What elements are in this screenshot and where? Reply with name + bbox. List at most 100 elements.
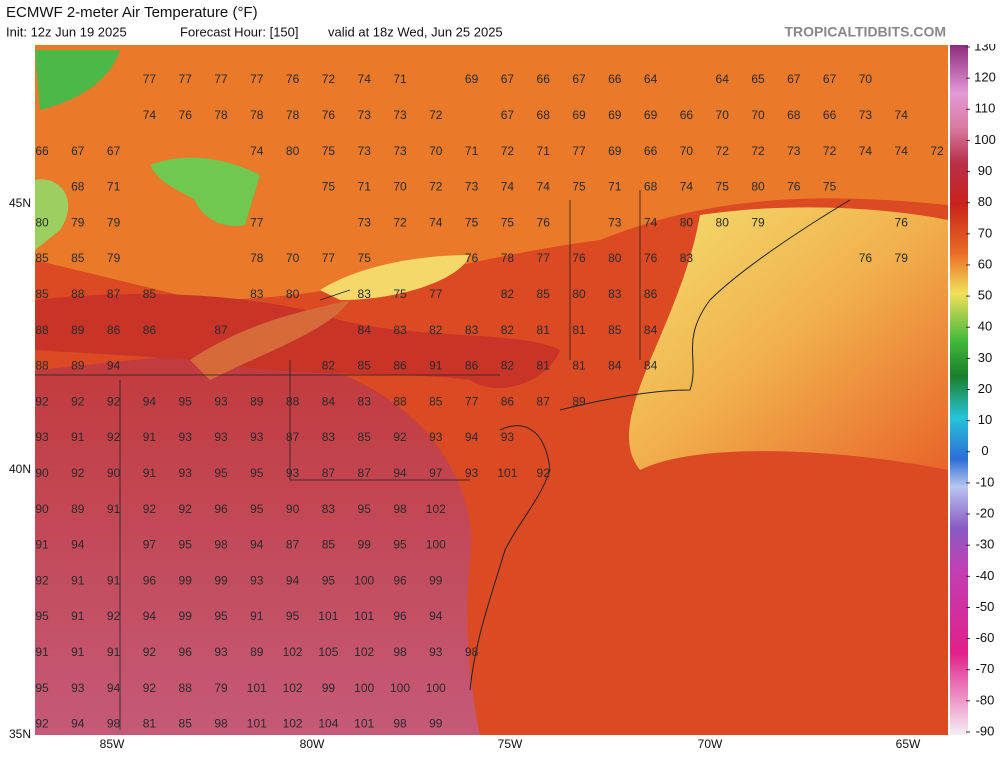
station-value: 75: [322, 144, 336, 158]
station-value: 73: [608, 215, 622, 229]
lat-label: 40N: [9, 462, 31, 476]
station-value: 74: [644, 215, 658, 229]
station-value: 95: [393, 538, 407, 552]
station-value: 92: [393, 430, 407, 444]
station-value: 82: [501, 287, 515, 301]
colorbar-label: 20: [978, 381, 992, 396]
station-value: 76: [787, 180, 801, 194]
station-value: 81: [572, 323, 586, 337]
station-value: 92: [107, 430, 121, 444]
station-value: 93: [214, 430, 228, 444]
lat-label: 35N: [9, 727, 31, 741]
station-value: 91: [143, 466, 157, 480]
station-value: 76: [179, 108, 193, 122]
station-value: 86: [143, 323, 157, 337]
station-value: 88: [286, 394, 300, 408]
station-value: 96: [214, 502, 228, 516]
station-value: 68: [537, 108, 551, 122]
station-value: 102: [426, 502, 446, 516]
station-value: 82: [501, 359, 515, 373]
colorbar-label: 10: [978, 412, 992, 427]
station-value: 83: [322, 430, 336, 444]
station-value: 90: [35, 502, 49, 516]
station-value: 72: [823, 144, 837, 158]
station-value: 88: [179, 681, 193, 695]
station-value: 93: [286, 466, 300, 480]
station-value: 79: [107, 215, 121, 229]
station-value: 91: [143, 430, 157, 444]
station-value: 95: [358, 502, 372, 516]
station-value: 95: [286, 609, 300, 623]
station-value: 102: [354, 645, 374, 659]
station-value: 73: [465, 180, 479, 194]
station-value: 80: [680, 215, 694, 229]
station-value: 92: [35, 394, 49, 408]
station-value: 77: [250, 215, 264, 229]
station-value: 84: [358, 323, 372, 337]
station-value: 75: [322, 180, 336, 194]
station-value: 73: [859, 108, 873, 122]
station-value: 72: [716, 144, 730, 158]
station-value: 95: [250, 502, 264, 516]
station-value: 95: [322, 573, 336, 587]
station-value: 68: [787, 108, 801, 122]
station-value: 90: [107, 466, 121, 480]
station-value: 93: [179, 430, 193, 444]
station-value: 91: [429, 359, 443, 373]
station-value: 94: [107, 681, 121, 695]
station-value: 101: [318, 609, 338, 623]
station-value: 89: [572, 394, 586, 408]
station-value: 83: [393, 323, 407, 337]
station-value: 101: [247, 717, 267, 731]
station-value: 87: [358, 466, 372, 480]
border: [35, 190, 641, 730]
colorbar-label: 90: [978, 163, 992, 178]
station-value: 101: [354, 609, 374, 623]
station-value: 91: [250, 609, 264, 623]
station-value: 67: [572, 72, 586, 86]
station-value: 102: [283, 717, 303, 731]
station-value: 89: [250, 645, 264, 659]
station-value: 76: [859, 251, 873, 265]
station-value: 102: [283, 645, 303, 659]
station-value: 70: [393, 180, 407, 194]
station-value: 96: [393, 573, 407, 587]
station-value: 91: [107, 645, 121, 659]
station-value: 75: [716, 180, 730, 194]
station-value: 97: [143, 538, 157, 552]
station-value: 95: [250, 466, 264, 480]
station-value: 99: [214, 573, 228, 587]
station-value: 82: [322, 359, 336, 373]
station-value: 69: [644, 108, 658, 122]
station-value: 77: [572, 144, 586, 158]
station-value: 67: [501, 108, 515, 122]
station-value: 72: [322, 72, 336, 86]
station-value: 100: [390, 681, 410, 695]
station-value: 81: [572, 359, 586, 373]
station-value: 93: [465, 466, 479, 480]
station-value: 76: [644, 251, 658, 265]
station-value: 83: [322, 502, 336, 516]
station-value: 95: [214, 466, 228, 480]
station-value: 72: [429, 180, 443, 194]
station-value: 73: [393, 144, 407, 158]
station-value: 83: [358, 287, 372, 301]
station-value: 74: [680, 180, 694, 194]
station-value: 71: [465, 144, 479, 158]
station-value: 85: [429, 394, 443, 408]
map: [35, 45, 948, 735]
colorbar-label: -90: [976, 723, 995, 738]
colorbar-label: 110: [975, 101, 996, 116]
station-value: 95: [35, 681, 49, 695]
colorbar-label: -70: [976, 661, 995, 676]
colorbar-label: 40: [978, 319, 992, 334]
station-value: 64: [716, 72, 730, 86]
station-value: 92: [71, 394, 85, 408]
station-value: 88: [71, 287, 85, 301]
station-value: 100: [426, 538, 446, 552]
station-value: 99: [322, 681, 336, 695]
station-value: 76: [895, 215, 909, 229]
station-value: 87: [286, 430, 300, 444]
station-value: 91: [71, 609, 85, 623]
station-value: 71: [358, 180, 372, 194]
